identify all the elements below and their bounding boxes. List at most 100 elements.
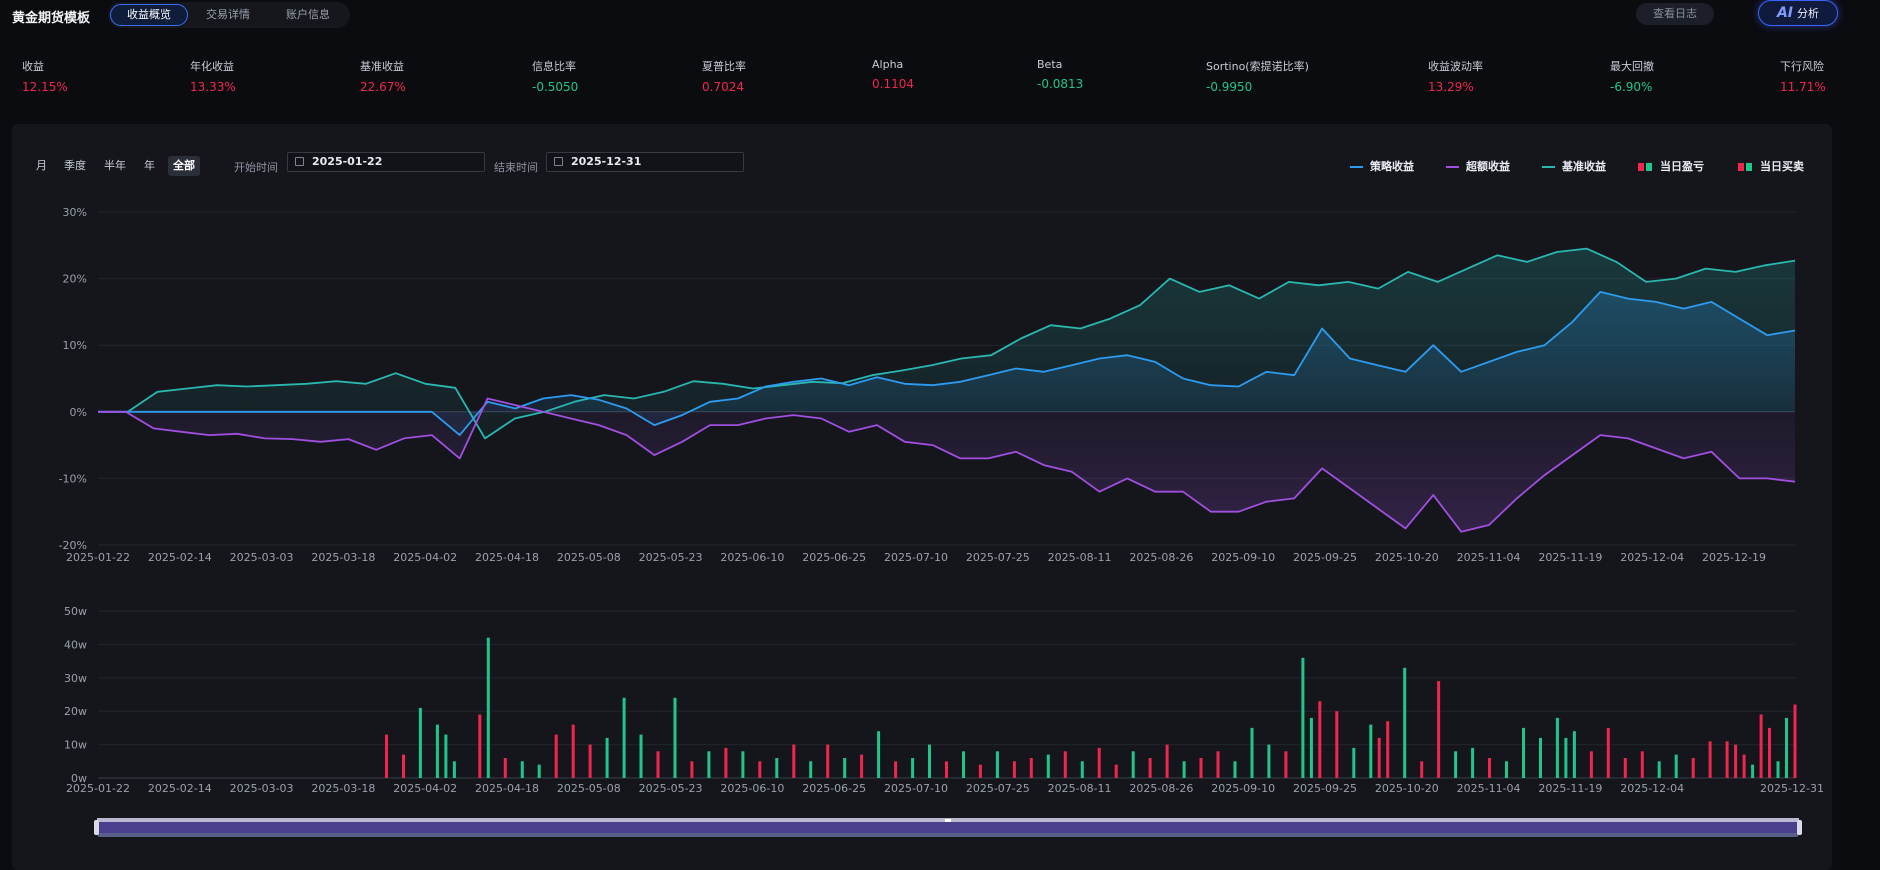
volume-bar [452,761,456,778]
x-tick-label: 2025-12-04 [1620,782,1684,795]
x-tick-label: 2025-07-25 [966,551,1030,564]
volume-bar [1555,717,1559,778]
metric-label: 基准收益 [360,60,404,73]
volume-bar [741,751,745,778]
volume-bar [588,744,592,778]
volume-bar [1233,761,1237,778]
ai-analysis-label: 分析 [1797,7,1820,20]
y-tick-label: 30w [64,672,87,685]
volume-bar [962,751,965,778]
legend-daily-pnl[interactable]: 当日盈亏 [1638,158,1704,174]
x-tick-label: 2025-03-03 [230,551,294,564]
metric-label: 信息比率 [532,60,576,73]
volume-bar [1768,727,1771,778]
metric-label: 最大回撤 [1610,60,1654,73]
volume-bar [503,758,507,778]
view-log-button[interactable]: 查看日志 [1636,3,1714,25]
period-all[interactable]: 全部 [168,156,200,176]
x-tick-label: 2025-06-25 [802,782,866,795]
volume-bar [1454,751,1458,778]
volume-bar [1759,714,1763,778]
volume-bar [1640,751,1644,778]
range-slider[interactable] [94,818,1802,837]
x-tick-label: 2025-08-11 [1048,551,1112,564]
range-slider-handle-right[interactable] [1797,820,1802,835]
volume-bar [478,714,482,778]
metric-value: 13.29% [1428,80,1474,94]
volume-bar [1377,737,1381,778]
tab-group: 收益概览 交易详情 账户信息 [108,2,350,28]
y-tick-label: -10% [59,472,87,485]
metric-annual-return: 年化收益 13.33% [190,58,236,94]
legend-daily-trades[interactable]: 当日买卖 [1738,158,1804,174]
x-tick-label: 2025-03-18 [311,782,375,795]
x-tick-label: 2025-07-10 [884,782,948,795]
end-date-value: 2025-12-31 [571,155,642,168]
x-tick-label: 2025-01-22 [66,782,130,795]
volume-bar [1029,758,1033,778]
tab-trade-details[interactable]: 交易详情 [206,8,250,21]
legend-excess[interactable]: 超额收益 [1446,158,1510,174]
period-half-year[interactable]: 半年 [104,159,126,172]
calendar-icon [554,157,563,166]
x-tick-label: 2025-07-10 [884,551,948,564]
volume-bar [1539,737,1542,778]
tab-account-info[interactable]: 账户信息 [286,8,330,21]
x-tick-label: 2025-05-08 [557,551,621,564]
range-slider-fill [97,822,1799,833]
legend-line-icon [1446,166,1459,168]
x-tick-label: 2025-09-10 [1211,782,1275,795]
metric-value: -0.0813 [1037,77,1084,91]
volume-bar [1352,747,1356,778]
volume-bar [1250,727,1254,778]
volume-bar [1114,764,1118,778]
period-year[interactable]: 年 [144,159,155,172]
range-slider-handle-left[interactable] [94,820,99,835]
volume-bar [1267,744,1271,778]
metric-sortino-ratio: Sortino(索提诺比率) -0.9950 [1206,58,1309,94]
volume-bar [690,761,694,778]
volume-bar [1335,711,1339,778]
metrics-row: 收益 12.15% 年化收益 13.33% 基准收益 22.67% 信息比率 -0.50… [0,58,1880,102]
ai-analysis-button[interactable]: AI 分析 [1758,0,1838,26]
x-tick-label: 2025-02-14 [148,551,212,564]
volume-bar [1386,721,1390,778]
volume-bar [605,737,609,778]
x-tick-label: 2025-09-25 [1293,551,1357,564]
x-tick-label: 2025-03-18 [311,551,375,564]
start-date-input[interactable]: 2025-01-22 [287,152,485,172]
x-tick-label: 2025-11-19 [1538,551,1602,564]
volume-bar [1734,744,1738,778]
period-quarter[interactable]: 季度 [64,159,86,172]
volume-bar [1708,741,1712,778]
metric-value: -0.5050 [532,80,579,94]
x-tick-label: 2025-02-14 [148,782,212,795]
volume-bar [1589,751,1593,778]
range-slider-grip-icon[interactable] [945,819,951,822]
x-tick-label: 2025-11-04 [1457,551,1521,564]
metric-alpha: Alpha 0.1104 [872,58,914,91]
metric-value: 11.71% [1780,80,1826,94]
volume-bar [418,707,422,778]
x-tick-label: 2025-06-10 [720,551,784,564]
tab-overview[interactable]: 收益概览 [110,4,188,26]
period-month[interactable]: 月 [36,159,47,172]
volume-bar [1148,758,1152,778]
ai-icon: AI [1776,5,1794,21]
legend-strategy[interactable]: 策略收益 [1350,158,1414,174]
volume-bar [402,754,405,778]
legend-benchmark[interactable]: 基准收益 [1542,158,1606,174]
y-tick-label: 20w [64,705,87,718]
volume-bar [792,744,796,778]
end-date-input[interactable]: 2025-12-31 [546,152,744,172]
legend-label: 基准收益 [1562,160,1606,173]
volume-bar [1606,727,1610,778]
x-tick-label: 2025-04-18 [475,551,539,564]
x-tick-label: 2025-06-25 [802,551,866,564]
volume-bar [1691,758,1695,778]
x-tick-label: 2025-09-25 [1293,782,1357,795]
volume-bar [1785,717,1788,778]
volume-bar [520,761,524,778]
x-tick-label: 2025-10-20 [1375,782,1439,795]
